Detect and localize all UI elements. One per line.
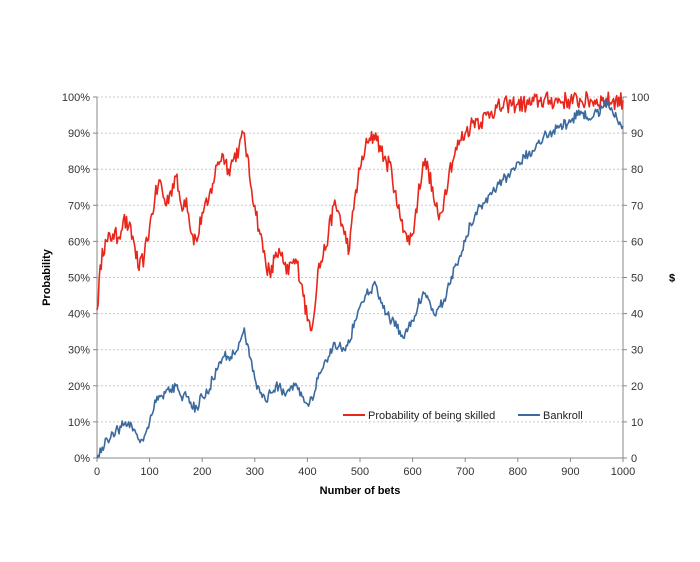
y-left-tick-label: 70% xyxy=(68,200,90,212)
series xyxy=(96,91,624,459)
x-tick-label: 200 xyxy=(193,466,211,478)
y-right-tick-label: 80 xyxy=(631,164,643,176)
y-right-tick-label: 30 xyxy=(631,345,643,357)
y-right-tick-label: 50 xyxy=(631,273,643,285)
legend-label: Bankroll xyxy=(543,410,583,422)
x-axis-title: Number of bets xyxy=(320,485,401,497)
y-left-tick-label: 80% xyxy=(68,164,90,176)
y-right-tick-label: 10 xyxy=(631,417,643,429)
x-tick-label: 700 xyxy=(456,466,474,478)
x-tick-label: 100 xyxy=(140,466,158,478)
y-left-tick-label: 50% xyxy=(68,273,90,285)
axes: 0% 10% 20% 30% 40% 50% 60% 70% 80% 90% 100% 0 10 20 30… xyxy=(62,92,650,478)
x-tick-label: 0 xyxy=(94,466,100,478)
y-right-tick-label: 20 xyxy=(631,381,643,393)
y-left-tick-label: 10% xyxy=(68,417,90,429)
x-tick-label: 1000 xyxy=(611,466,635,478)
y-right-tick-label: 60 xyxy=(631,236,643,248)
series-line-bankroll xyxy=(96,99,624,459)
y-right-tick-label: 90 xyxy=(631,128,643,140)
y-left-tick-label: 30% xyxy=(68,345,90,357)
y-left-tick-label: 90% xyxy=(68,128,90,140)
x-tick-label: 900 xyxy=(561,466,579,478)
y-right-tick-label: 0 xyxy=(631,453,637,465)
x-tick-label: 300 xyxy=(246,466,264,478)
y-axis-left-title: Probability xyxy=(41,248,53,306)
x-tick-label: 600 xyxy=(403,466,421,478)
legend-label: Probability of being skilled xyxy=(368,410,495,422)
y-left-tick-label: 40% xyxy=(68,309,90,321)
y-left-tick-label: 0% xyxy=(74,453,90,465)
gridlines xyxy=(97,96,623,423)
x-tick-label: 800 xyxy=(509,466,527,478)
y-left-tick-label: 100% xyxy=(62,92,90,104)
x-tick-label: 400 xyxy=(298,466,316,478)
y-left-tick-label: 20% xyxy=(68,381,90,393)
legend: Probability of being skilled Bankroll xyxy=(343,410,583,422)
y-right-tick-label: 40 xyxy=(631,309,643,321)
x-tick-label: 500 xyxy=(351,466,369,478)
y-right-tick-label: 70 xyxy=(631,200,643,212)
series-line-probability-of-being-skilled xyxy=(96,91,624,332)
y-left-tick-label: 60% xyxy=(68,236,90,248)
y-axis-right-title: $ xyxy=(669,273,675,285)
y-right-tick-label: 100 xyxy=(631,92,649,104)
